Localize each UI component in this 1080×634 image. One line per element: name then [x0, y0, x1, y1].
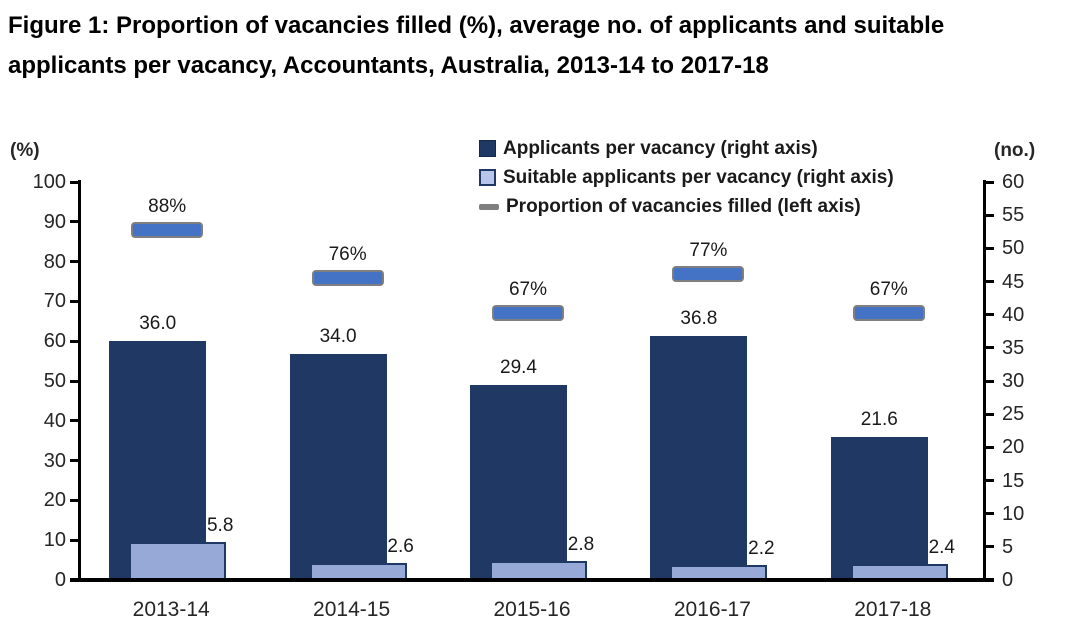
right-axis-tick: [986, 313, 994, 317]
legend-label-applicants: Applicants per vacancy (right axis): [503, 137, 818, 159]
category-label-2013-14: 2013-14: [132, 598, 210, 621]
right-axis-tick: [986, 512, 994, 516]
right-axis-caption: (no.): [994, 140, 1036, 161]
right-axis-tick-label: 40: [1002, 303, 1025, 326]
bar-label-applicants-2015-16: 29.4: [500, 356, 537, 378]
right-axis-tick-label: 25: [1002, 403, 1025, 426]
left-axis-tick: [70, 260, 78, 264]
left-axis-tick: [70, 498, 78, 502]
right-axis-tick-label: 45: [1002, 270, 1025, 293]
right-axis-tick-label: 20: [1002, 436, 1025, 459]
marker-proportion-2014-15: [311, 269, 384, 286]
bar-label-applicants-2013-14: 36.0: [139, 313, 177, 335]
right-axis-tick-label: 30: [1002, 370, 1025, 392]
legend-item-suitable: Suitable applicants per vacancy (right a…: [479, 163, 894, 192]
bar-label-suitable-2014-15: 2.6: [387, 535, 414, 557]
bar-suitable-2013-14: [129, 541, 227, 580]
chart-legend: Applicants per vacancy (right axis) Suit…: [479, 134, 894, 221]
left-axis-tick: [70, 180, 78, 184]
bottom-axis-line: [70, 578, 994, 582]
bar-label-applicants-2016-17: 36.8: [680, 307, 718, 329]
marker-proportion-2015-16: [492, 305, 564, 322]
legend-item-proportion: Proportion of vacancies filled (left axi…: [479, 192, 894, 221]
left-axis-tick-label: 50: [43, 370, 66, 392]
left-axis-tick-label: 30: [43, 449, 66, 472]
legend-square-dark-icon: [479, 140, 496, 157]
bar-label-suitable-2017-18: 2.4: [928, 537, 956, 559]
right-axis-tick: [986, 180, 994, 184]
marker-label-proportion-2016-17: 77%: [689, 239, 728, 261]
right-axis-tick-label: 55: [1002, 204, 1025, 227]
figure-title-line2: applicants per vacancy, Accountants, Aus…: [8, 52, 769, 79]
left-axis-tick: [70, 299, 78, 303]
marker-label-proportion-2017-18: 67%: [869, 279, 908, 301]
legend-dash-icon: [479, 203, 499, 210]
figure-title: Figure 1: Proportion of vacancies filled…: [8, 6, 1074, 86]
left-axis-tick: [70, 459, 78, 463]
bar-label-suitable-2013-14: 5.8: [206, 514, 234, 536]
bar-applicants-2014-15: [289, 354, 387, 580]
category-label-2017-18: 2017-18: [854, 598, 932, 621]
right-axis-tick: [986, 379, 994, 383]
marker-proportion-2013-14: [131, 221, 204, 238]
left-axis-tick-label: 10: [43, 529, 66, 552]
right-axis-tick-label: 50: [1002, 237, 1025, 260]
legend-label-proportion: Proportion of vacancies filled (left axi…: [506, 195, 861, 217]
left-axis-tick: [70, 339, 78, 343]
left-axis-tick-label: 0: [54, 569, 66, 591]
right-axis-tick-label: 10: [1002, 502, 1025, 525]
left-axis-tick-label: 80: [43, 250, 66, 273]
right-axis-tick: [986, 246, 994, 250]
category-label-2015-16: 2015-16: [493, 598, 571, 621]
marker-proportion-2017-18: [852, 305, 925, 322]
left-axis-tick-label: 60: [43, 330, 66, 353]
left-axis-line: [78, 180, 81, 580]
bar-label-applicants-2014-15: 34.0: [319, 326, 357, 348]
bar-label-suitable-2015-16: 2.8: [567, 534, 595, 556]
marker-label-proportion-2014-15: 76%: [328, 243, 367, 265]
left-axis-caption: (%): [10, 140, 40, 161]
category-label-2016-17: 2016-17: [673, 598, 751, 621]
legend-label-suitable: Suitable applicants per vacancy (right a…: [503, 166, 894, 188]
left-axis-tick-label: 100: [32, 171, 66, 193]
left-axis-tick-label: 20: [43, 489, 66, 512]
right-axis-tick-label: 0: [1002, 569, 1014, 591]
bar-applicants-2015-16: [470, 384, 567, 580]
legend-square-light-icon: [479, 169, 496, 186]
bar-applicants-2013-14: [109, 341, 207, 580]
bar-applicants-2017-18: [830, 436, 928, 580]
right-axis-tick: [986, 479, 994, 482]
marker-label-proportion-2013-14: 88%: [148, 195, 187, 217]
left-axis-tick: [70, 419, 78, 423]
right-axis-tick-label: 35: [1002, 336, 1025, 359]
right-axis-tick: [986, 445, 994, 449]
right-axis-tick: [986, 545, 994, 549]
right-axis-tick: [986, 213, 994, 217]
right-axis-line: [983, 180, 986, 580]
left-axis-tick: [70, 538, 78, 542]
left-axis-tick-label: 70: [43, 290, 66, 313]
bar-applicants-2016-17: [650, 335, 748, 580]
left-axis-tick: [70, 379, 78, 383]
bar-label-applicants-2017-18: 21.6: [860, 408, 898, 430]
left-axis-tick-label: 90: [43, 210, 66, 233]
legend-item-applicants: Applicants per vacancy (right axis): [479, 134, 894, 163]
left-axis-tick-label: 40: [43, 409, 66, 432]
right-axis-tick-label: 15: [1002, 469, 1025, 492]
right-axis-tick: [986, 346, 994, 350]
marker-label-proportion-2015-16: 67%: [508, 279, 548, 301]
left-axis-tick: [70, 220, 78, 224]
bar-label-suitable-2016-17: 2.2: [748, 538, 775, 560]
figure-title-line1: Figure 1: Proportion of vacancies filled…: [8, 12, 945, 39]
category-label-2014-15: 2014-15: [313, 598, 391, 621]
right-axis-tick: [986, 412, 994, 416]
right-axis-tick: [986, 280, 994, 283]
right-axis-tick-label: 5: [1002, 535, 1014, 558]
right-axis-tick-label: 60: [1002, 171, 1025, 193]
marker-proportion-2016-17: [672, 265, 745, 282]
